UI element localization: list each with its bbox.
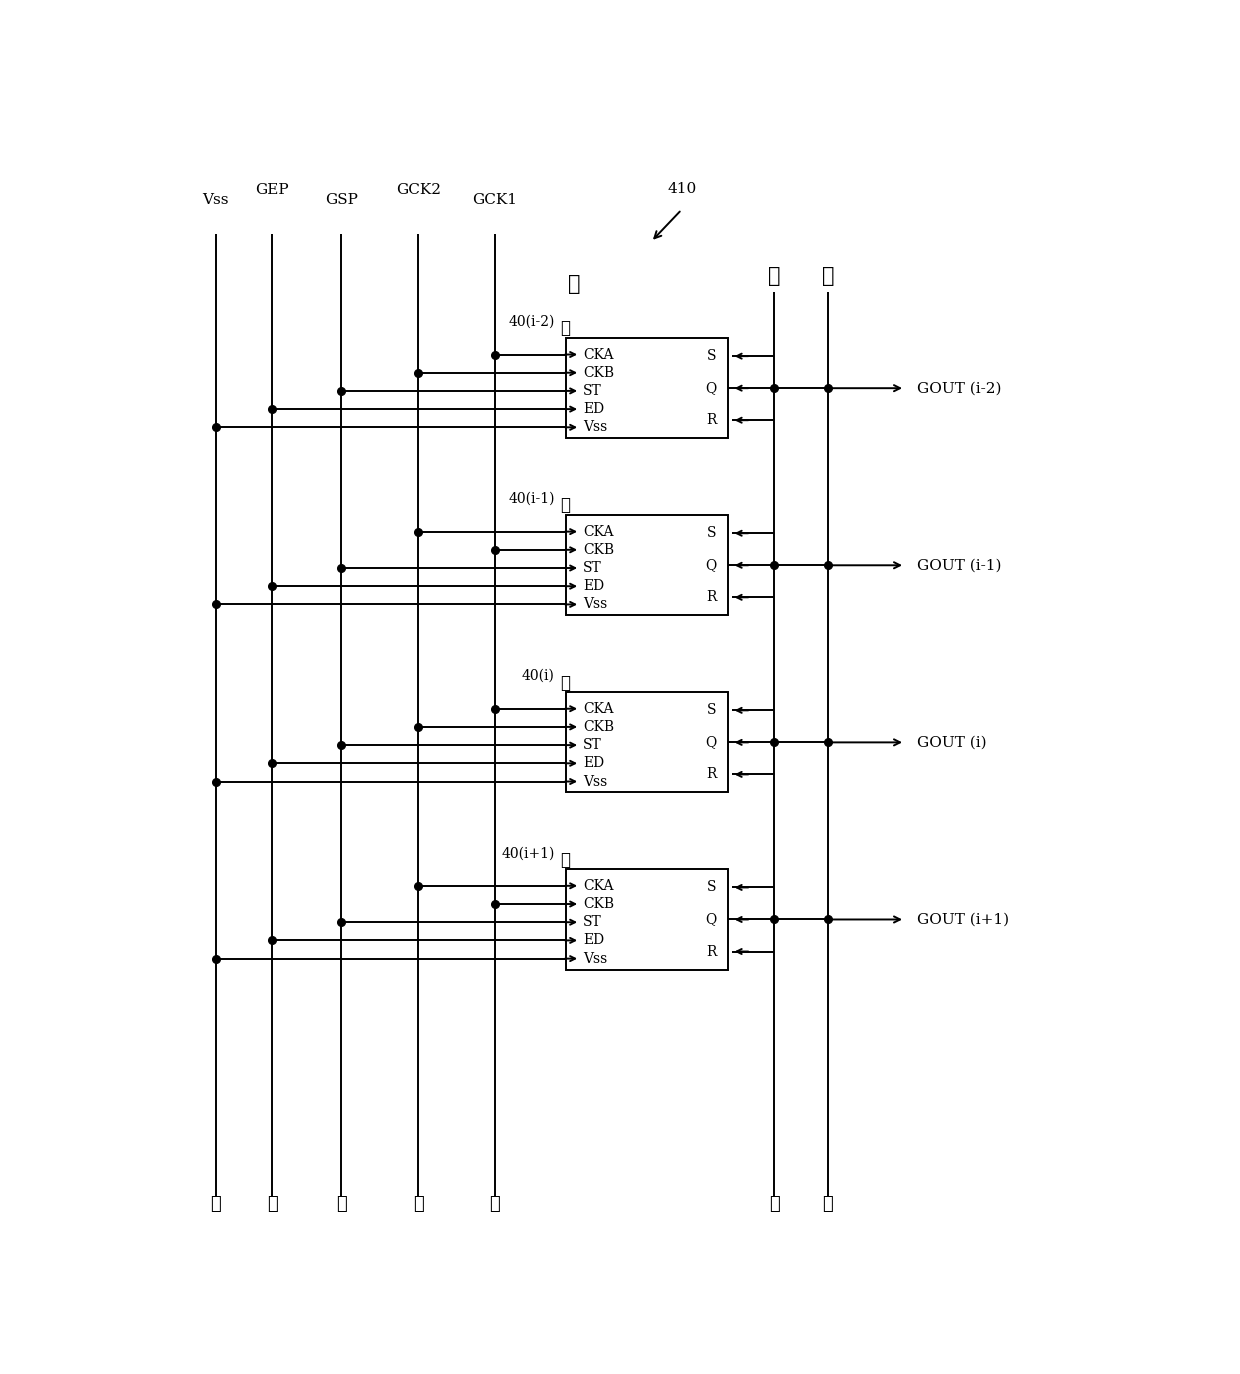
Text: 40(i-1): 40(i-1)	[508, 492, 554, 506]
Text: ⋮: ⋮	[267, 1195, 278, 1213]
Text: ED: ED	[583, 756, 604, 771]
Text: R: R	[706, 414, 717, 427]
Text: S: S	[707, 881, 717, 894]
Text: 410: 410	[667, 181, 697, 195]
Text: CKB: CKB	[583, 720, 614, 734]
Text: ⋮: ⋮	[822, 267, 835, 286]
Text: CKA: CKA	[583, 348, 614, 361]
Text: ⋮: ⋮	[211, 1195, 221, 1213]
Text: Q: Q	[706, 558, 717, 573]
Text: ⁀: ⁀	[560, 320, 570, 338]
Text: Q: Q	[706, 912, 717, 926]
Text: Vss: Vss	[583, 775, 608, 789]
Text: GOUT (i-2): GOUT (i-2)	[916, 381, 1001, 396]
Text: R: R	[706, 944, 717, 959]
Text: ⁀: ⁀	[560, 675, 570, 691]
Bar	[567, 338, 728, 438]
Text: ⋮: ⋮	[336, 1195, 347, 1213]
Text: Q: Q	[706, 735, 717, 749]
Text: GOUT (i+1): GOUT (i+1)	[916, 912, 1008, 926]
Text: CKB: CKB	[583, 365, 614, 379]
Bar	[567, 870, 728, 970]
Text: ST: ST	[583, 561, 601, 574]
Text: 40(i): 40(i)	[522, 669, 554, 683]
Text: GSP: GSP	[325, 194, 358, 207]
Text: R: R	[706, 591, 717, 605]
Bar	[567, 515, 728, 616]
Text: S: S	[707, 349, 717, 363]
Text: Vss: Vss	[202, 194, 229, 207]
Text: S: S	[707, 703, 717, 717]
Text: ST: ST	[583, 915, 601, 929]
Text: 40(i+1): 40(i+1)	[501, 846, 554, 860]
Text: GEP: GEP	[255, 183, 289, 198]
Text: Vss: Vss	[583, 952, 608, 966]
Text: ⋮: ⋮	[568, 275, 580, 294]
Text: 40(i-2): 40(i-2)	[508, 315, 554, 328]
Text: ⋮: ⋮	[768, 267, 780, 286]
Bar	[567, 692, 728, 793]
Text: ⋮: ⋮	[769, 1195, 780, 1213]
Text: ⋮: ⋮	[822, 1195, 833, 1213]
Text: CKA: CKA	[583, 525, 614, 539]
Text: GCK2: GCK2	[396, 183, 441, 198]
Text: CKA: CKA	[583, 879, 614, 893]
Text: GCK1: GCK1	[472, 194, 517, 207]
Text: CKA: CKA	[583, 702, 614, 716]
Text: Q: Q	[706, 381, 717, 396]
Text: Vss: Vss	[583, 598, 608, 611]
Text: ⋮: ⋮	[490, 1195, 500, 1213]
Text: CKB: CKB	[583, 897, 614, 911]
Text: ST: ST	[583, 383, 601, 398]
Text: ⁀: ⁀	[560, 852, 570, 868]
Text: ED: ED	[583, 933, 604, 948]
Text: CKB: CKB	[583, 543, 614, 556]
Text: GOUT (i-1): GOUT (i-1)	[916, 558, 1001, 573]
Text: ST: ST	[583, 738, 601, 752]
Text: ⋮: ⋮	[413, 1195, 424, 1213]
Text: ED: ED	[583, 403, 604, 416]
Text: R: R	[706, 768, 717, 782]
Text: Vss: Vss	[583, 420, 608, 434]
Text: GOUT (i): GOUT (i)	[916, 735, 986, 749]
Text: ⁀: ⁀	[560, 497, 570, 514]
Text: S: S	[707, 526, 717, 540]
Text: ED: ED	[583, 580, 604, 594]
